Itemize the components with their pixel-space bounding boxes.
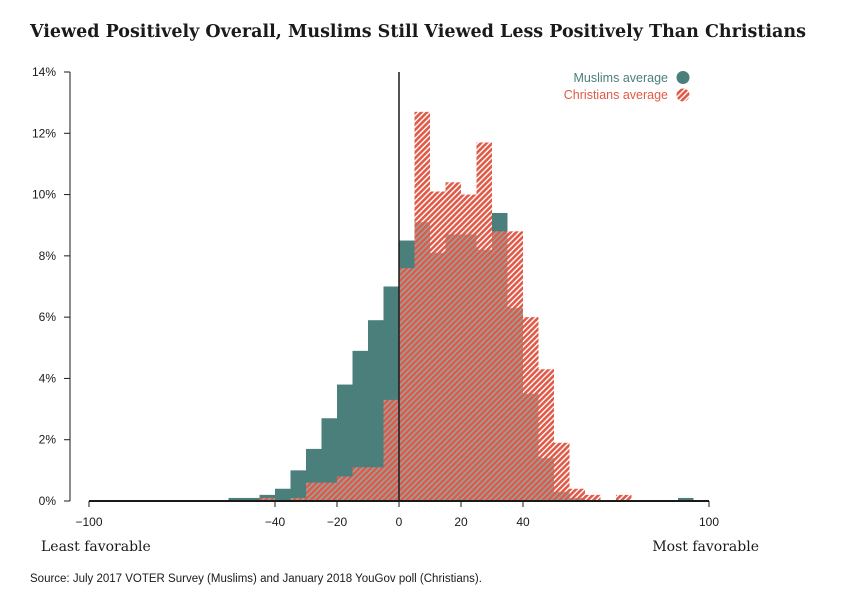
christians-bar-19 [569, 488, 585, 501]
christians-bar-21 [616, 494, 632, 501]
christians-bar-9 [414, 111, 430, 501]
y-tick-label: 10% [32, 188, 56, 202]
christians-bar-14 [492, 231, 508, 502]
legend: Muslims average Christians average [564, 71, 690, 102]
muslims-bar-0 [228, 497, 244, 501]
christians-bar-8 [399, 268, 415, 501]
christians-bar-5 [352, 467, 368, 501]
christians-bar-3 [321, 482, 337, 501]
muslims-bar-3 [275, 488, 291, 501]
x-tick-label: 100 [699, 515, 719, 529]
muslims-bar-8 [352, 350, 368, 501]
christians-bar-15 [507, 231, 523, 502]
muslims-bar-7 [337, 384, 353, 501]
x-tick-label: 20 [454, 515, 468, 529]
christians-bar-18 [554, 442, 570, 501]
y-tick-label: 4% [39, 371, 57, 385]
legend-muslims-swatch [676, 71, 690, 84]
christians-bar-10 [430, 191, 446, 501]
least-favorable-label: Least favorable [41, 539, 151, 555]
muslims-bar-23 [678, 497, 694, 501]
christians-bar-1 [290, 497, 306, 501]
muslims-bar-4 [290, 470, 306, 501]
legend-christians-swatch [676, 88, 690, 102]
chart-title: Viewed Positively Overall, Muslims Still… [30, 22, 806, 42]
end-labels: Least favorable Most favorable [41, 539, 759, 555]
y-tick-label: 8% [39, 249, 57, 263]
christians-bar-13 [476, 142, 492, 501]
x-tick-label: −100 [75, 515, 102, 529]
x-tick-label: −40 [265, 515, 286, 529]
y-tick-label: 6% [39, 310, 57, 324]
muslims-bar-9 [368, 320, 384, 501]
christians-bar-0 [259, 497, 275, 501]
source-note: Source: July 2017 VOTER Survey (Muslims)… [30, 573, 482, 585]
christians-bar-16 [523, 317, 539, 501]
christians-bar-12 [461, 194, 477, 502]
christians-bar-7 [383, 399, 399, 501]
y-tick-label: 14% [32, 65, 56, 79]
x-tick-label: 0 [396, 515, 403, 529]
christians-bar-17 [538, 369, 554, 501]
x-tick-label: 40 [516, 515, 530, 529]
most-favorable-label: Most favorable [652, 539, 759, 555]
christians-bar-4 [337, 476, 353, 501]
muslims-bar-1 [244, 497, 260, 501]
muslims-bar-6 [321, 418, 337, 501]
christians-bar-11 [445, 182, 461, 502]
y-tick-label: 0% [39, 494, 57, 508]
y-tick-label: 2% [39, 433, 57, 447]
y-tick-label: 12% [32, 126, 56, 140]
legend-muslims-label: Muslims average [574, 71, 669, 85]
christians-bar-2 [306, 482, 322, 501]
x-tick-label: −20 [327, 515, 348, 529]
christians-bar-6 [368, 467, 384, 501]
christians-bar-20 [585, 494, 601, 501]
christians-bars [259, 111, 632, 502]
legend-christians-label: Christians average [564, 88, 668, 102]
axes: 0% 2% 4% 6% 8% 10% 12% 14% −100 −40 −20 0 20 40 100 [32, 65, 719, 529]
